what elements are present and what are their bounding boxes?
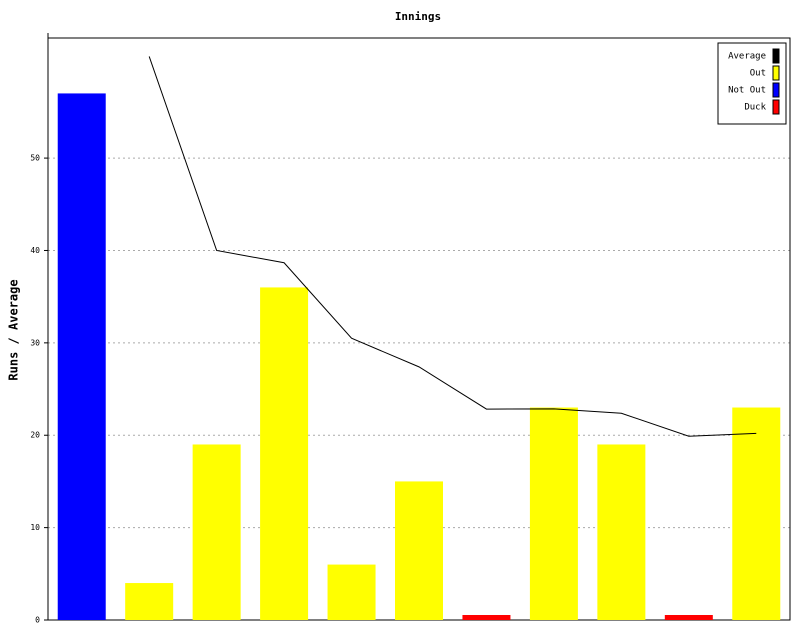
- legend: Average Out Not Out Duck: [717, 42, 787, 125]
- legend-label: Not Out: [728, 86, 766, 96]
- bar: [260, 287, 309, 620]
- bar: [192, 444, 241, 620]
- legend-swatch: [772, 48, 780, 64]
- y-tick-label: 30: [30, 338, 40, 347]
- y-axis-label: Runs / Average: [7, 279, 21, 380]
- bar: [732, 407, 781, 620]
- bar: [597, 444, 646, 620]
- legend-label: Duck: [744, 103, 766, 113]
- average-line: [148, 56, 757, 437]
- y-tick-label: 50: [30, 154, 40, 163]
- y-tick-label: 0: [35, 616, 40, 625]
- legend-swatch: [772, 82, 780, 98]
- bar: [327, 564, 376, 620]
- bar: [664, 615, 713, 620]
- bar: [529, 407, 578, 620]
- bar: [57, 93, 106, 620]
- y-tick-label: 20: [30, 431, 40, 440]
- y-tick-label: 40: [30, 246, 40, 255]
- legend-swatch: [772, 99, 780, 115]
- bar: [462, 615, 511, 620]
- legend-label: Average: [728, 52, 766, 62]
- bar: [125, 583, 174, 620]
- legend-label: Out: [750, 69, 766, 79]
- chart-title: Innings: [395, 10, 441, 23]
- bar: [395, 481, 443, 620]
- legend-swatch: [772, 65, 780, 81]
- y-tick-label: 10: [30, 523, 40, 532]
